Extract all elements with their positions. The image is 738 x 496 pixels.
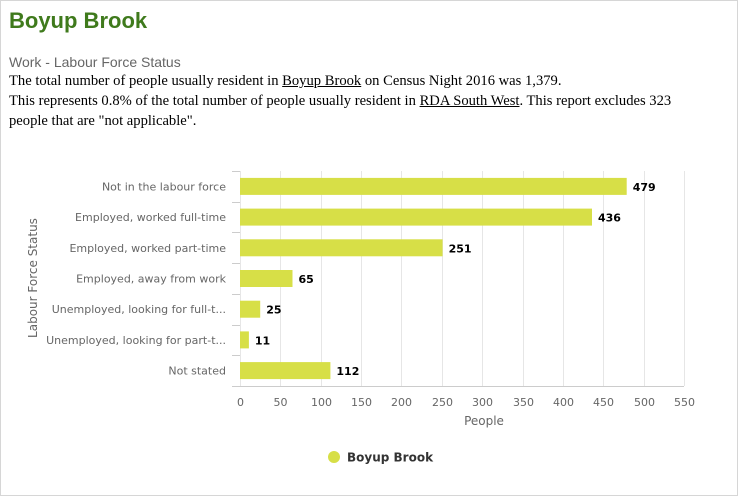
bar[interactable]: [240, 208, 592, 226]
x-tick-label: 300: [472, 396, 493, 409]
page-title: Boyup Brook: [9, 8, 148, 33]
bar[interactable]: [240, 239, 443, 257]
x-tick-label: 450: [593, 396, 614, 409]
data-label: 112: [336, 365, 359, 378]
x-tick-label: 150: [351, 396, 372, 409]
x-tick-label: 50: [274, 396, 288, 409]
data-label: 251: [449, 242, 472, 255]
description-text: The total number of people usually resid…: [9, 73, 283, 89]
description-line-1: The total number of people usually resid…: [9, 71, 709, 91]
gridlines: [240, 171, 685, 387]
y-tick-label: Unemployed, looking for part-t...: [46, 334, 226, 347]
y-tick-label: Employed, worked part-time: [69, 242, 226, 255]
description-text: on Census Night 2016 was 1,379.: [361, 73, 562, 89]
bar[interactable]: [240, 300, 261, 318]
data-label: 11: [255, 334, 270, 347]
area-link-boyup-brook[interactable]: Boyup Brook: [282, 73, 362, 89]
x-tick-label: 550: [674, 396, 695, 409]
section-title: Work - Labour Force Status: [9, 54, 181, 70]
y-axis-title: Labour Force Status: [26, 218, 40, 338]
y-tick-label: Employed, worked full-time: [75, 211, 226, 224]
legend-marker[interactable]: [328, 451, 340, 463]
description-line-3: people that are "not applicable".: [9, 113, 197, 129]
legend-item-boyup-brook[interactable]: Boyup Brook: [347, 451, 434, 465]
y-tick-label: Unemployed, looking for full-t...: [52, 303, 226, 316]
x-tick-label: 200: [391, 396, 412, 409]
x-tick-label: 100: [311, 396, 332, 409]
bar[interactable]: [240, 331, 249, 349]
x-tick-label: 500: [634, 396, 655, 409]
x-tick-label: 350: [513, 396, 534, 409]
bar-series-boyup-brook: [240, 177, 627, 380]
category-axis: Not in the labour force Employed, worked …: [46, 171, 240, 387]
report-description: The total number of people usually resid…: [9, 71, 709, 131]
x-tick-label: 250: [432, 396, 453, 409]
description-text: . This report excludes 323: [519, 93, 672, 109]
y-tick-label: Not stated: [168, 365, 226, 378]
x-tick-label: 0: [237, 396, 244, 409]
description-line-2: This represents 0.8% of the total number…: [9, 91, 709, 111]
region-link-rda-south-west[interactable]: RDA South West: [419, 93, 520, 109]
x-tick-label: 400: [553, 396, 574, 409]
x-axis-title: People: [464, 414, 504, 428]
y-tick-label: Employed, away from work: [76, 273, 227, 286]
data-labels: 479 436 251 65 25 11 112: [255, 181, 656, 378]
value-axis: 0 50 100 150 200 250 300 350 400 450 500 550: [237, 396, 695, 409]
bar[interactable]: [240, 362, 331, 380]
data-label: 25: [266, 304, 281, 317]
data-label: 436: [598, 212, 621, 225]
description-text: This represents 0.8% of the total number…: [9, 93, 420, 109]
bar[interactable]: [240, 177, 627, 195]
data-label: 479: [633, 181, 656, 194]
legend[interactable]: Boyup Brook: [328, 451, 434, 465]
bar[interactable]: [240, 270, 293, 287]
data-label: 65: [299, 273, 314, 286]
y-tick-label: Not in the labour force: [102, 180, 226, 193]
